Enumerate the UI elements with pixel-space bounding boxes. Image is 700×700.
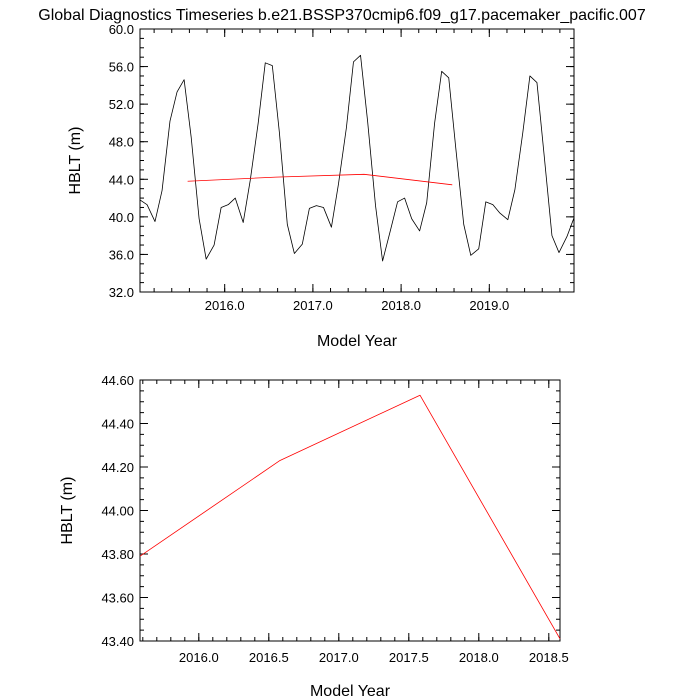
x-tick-label: 2019.0 (469, 298, 509, 313)
x-axis-title: Model Year (310, 683, 391, 700)
figure-title: Global Diagnostics Timeseries b.e21.BSSP… (38, 7, 646, 24)
y-tick-label: 56.0 (109, 60, 134, 75)
x-tick-label: 2017.5 (389, 650, 429, 665)
y-tick-label: 36.0 (109, 247, 134, 262)
y-tick-label: 44.0 (109, 172, 134, 187)
annual-mean-line (139, 394, 561, 640)
x-tick-label: 2018.0 (381, 298, 421, 313)
y-tick-label: 43.80 (101, 547, 134, 562)
x-tick-label: 2017.0 (319, 650, 359, 665)
y-tick-label: 43.40 (101, 634, 134, 649)
y-tick-label: 40.0 (109, 210, 134, 225)
y-axis-title: HBLT (m) (59, 477, 76, 545)
y-tick-label: 48.0 (109, 135, 134, 150)
y-tick-label: 44.40 (101, 417, 134, 432)
y-tick-label: 52.0 (109, 97, 134, 112)
top-panel: 2016.0 2017.0 2018.0 2019.0 32.0 36.0 40.0 44.0… (67, 22, 575, 350)
y-tick-label: 44.60 (101, 373, 134, 388)
y-tick-label: 44.00 (101, 504, 134, 519)
x-axis-title: Model Year (317, 333, 398, 350)
x-tick-label: 2017.0 (293, 298, 333, 313)
x-tick-label: 2018.5 (529, 650, 569, 665)
x-tick-label: 2018.0 (459, 650, 499, 665)
y-tick-label: 60.0 (109, 22, 134, 37)
annual-mean-line (187, 173, 453, 186)
y-axis-title: HBLT (m) (67, 127, 84, 195)
x-tick-label: 2016.0 (179, 650, 219, 665)
x-tick-label: 2016.0 (205, 298, 245, 313)
y-tick-label: 44.20 (101, 460, 134, 475)
monthly-series-line (139, 54, 575, 262)
y-tick-label: 43.60 (101, 591, 134, 606)
bottom-panel: 2016.0 2016.5 2017.0 2017.5 2018.0 2018.5 43.4… (59, 373, 569, 700)
y-tick-label: 32.0 (109, 285, 134, 300)
x-tick-label: 2016.5 (249, 650, 289, 665)
plot-frame (139, 379, 561, 642)
